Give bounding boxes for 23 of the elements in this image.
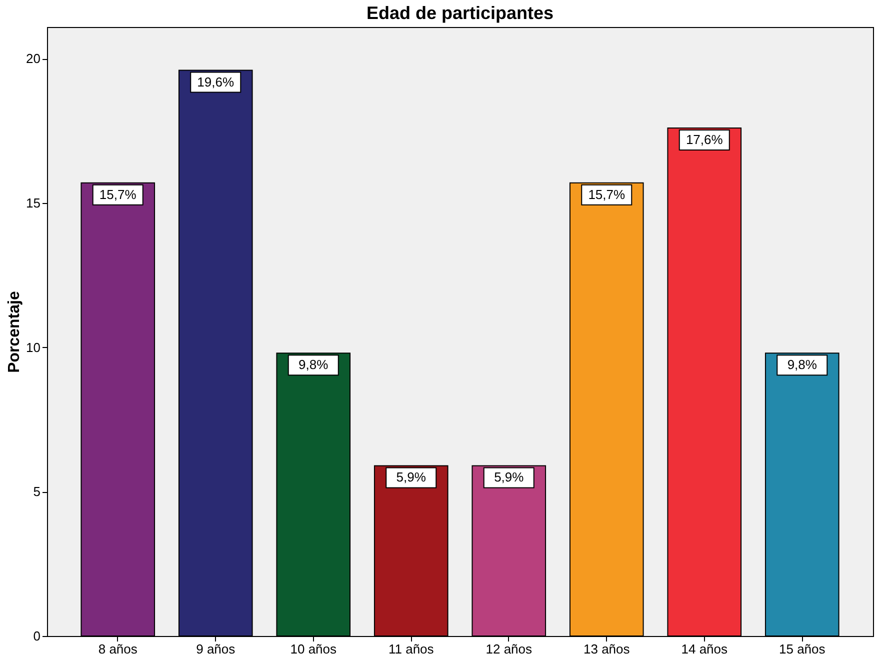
y-tick-label: 5 <box>33 484 40 500</box>
data-label: 5,9% <box>494 470 524 485</box>
data-label: 17,6% <box>686 132 724 148</box>
y-tick-label: 10 <box>26 340 40 355</box>
data-label: 15,7% <box>588 186 626 202</box>
y-tick-label: 15 <box>26 196 40 211</box>
x-tick-label: 15 años <box>778 642 826 656</box>
data-label: 15,7% <box>99 186 137 202</box>
x-tick-label: 14 años <box>681 642 728 656</box>
x-tick-label: 11 años <box>388 642 434 656</box>
y-tick-label: 20 <box>26 51 40 66</box>
data-label: 5,9% <box>396 470 426 485</box>
x-tick-label: 9 años <box>196 642 236 656</box>
y-tick-label: 0 <box>33 628 40 644</box>
y-axis-title: Porcentaje <box>6 290 24 373</box>
x-tick-label: 8 años <box>98 642 138 656</box>
x-tick-label: 12 años <box>486 642 533 656</box>
x-tick-label: 13 años <box>583 642 630 656</box>
chart-title: Edad de participantes <box>366 3 554 23</box>
data-label: 9,8% <box>298 357 329 372</box>
data-label: 9,8% <box>787 357 818 372</box>
x-tick-label: 10 años <box>290 642 337 656</box>
data-label: 19,6% <box>197 74 234 90</box>
